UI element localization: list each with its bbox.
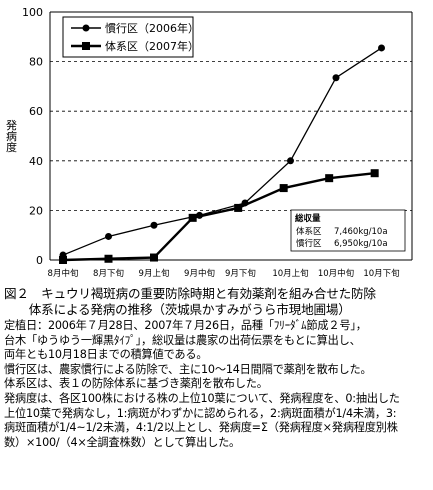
y-tick-label: 80 [29, 56, 43, 69]
x-tick-label: 9月中旬 [184, 268, 215, 279]
figure-note-line: 両年とも10月18日までの積算値である。 [4, 348, 208, 362]
yield-row-label: 体系区 [296, 226, 322, 237]
x-tick-labels: 8月中旬 8月下旬 9月上旬 9月中旬 9月下旬 10月上旬 10月中旬 10月下旬 [48, 268, 400, 279]
x-tick-label: 10月下旬 [363, 268, 399, 279]
series-line-1 [62, 47, 382, 256]
series-line-2 [62, 172, 375, 262]
x-tick-label: 10月中旬 [318, 268, 354, 279]
yield-row-value: 7,460kg/10a [334, 227, 388, 237]
figure-note-line: 慣行区は、農家慣行による防除で、主に10～14日間隔で薬剤を散布した。 [4, 362, 372, 376]
data-point [104, 254, 113, 263]
chart-legend: 慣行区（2006年） 体系区（2007年） [62, 16, 199, 58]
figure-title-line: 図２ キュウリ褐斑病の重要防除時期と有効薬剤を組み合せた防除 [4, 286, 376, 301]
figure-note-line: 定植日：2006年７月28日、2007年７月26日，品種「ﾌﾘｰﾀﾞﾑ節成２号」… [4, 319, 367, 332]
figure-note-line: 病斑面積が1/4~1/2未満，4:1/2以上とし、発病度=Σ（発病程度×発病程度… [4, 421, 398, 435]
yield-annotation-box [290, 209, 406, 252]
y-tick-label: 40 [29, 155, 43, 168]
data-point [150, 253, 158, 262]
x-tick-label: 9月上旬 [139, 268, 170, 279]
data-point [188, 213, 197, 222]
data-point [150, 221, 158, 229]
data-point [325, 174, 334, 183]
y-tick-label: 100 [22, 6, 43, 19]
chart-gridlines [50, 61, 412, 211]
yield-row-value: 6,950kg/10a [334, 239, 388, 249]
data-point [378, 44, 385, 52]
line-chart: 0 20 40 60 80 100 8月中旬 8月下旬 9月上旬 9月中旬 9月下旬 10月上旬 10… [5, 6, 413, 279]
yield-annotation-title: 総収量 [295, 213, 321, 224]
figure-note-line: 体系区は、表１の防除体系に基づき薬剤を散布した。 [4, 377, 268, 391]
x-tick-label: 10月上旬 [272, 268, 308, 279]
x-tick-label: 9月下旬 [225, 268, 256, 279]
figure-note-line: 上位10葉で発病なし，1:病斑がわずかに認められる，2:病斑面積が1/4未満，3… [4, 406, 397, 420]
data-point [287, 157, 294, 165]
data-point [279, 184, 288, 193]
figure-notes: 定植日：2006年７月28日、2007年７月26日，品種「ﾌﾘｰﾀﾞﾑ節成２号」… [4, 319, 430, 450]
yield-annotation: 総収量 体系区 7,460kg/10a 慣行区 6,950kg/10a [290, 209, 406, 252]
chart-series [59, 44, 385, 264]
legend-box [62, 16, 194, 58]
data-point [332, 74, 340, 82]
y-tick-label: 60 [29, 105, 43, 118]
y-tick-labels: 0 20 40 60 80 100 [22, 6, 43, 267]
figure-title-line: 体系による発病の推移（茨城県かすみがうら市現地圃場） [4, 302, 351, 317]
y-axis-label: 発病度 [5, 118, 18, 153]
legend-marker-series-1 [82, 24, 90, 32]
legend-label-series-1: 慣行区（2006年） [105, 21, 199, 35]
x-tick-label: 8月中旬 [48, 268, 79, 279]
data-point [234, 203, 243, 212]
y-tick-label: 0 [36, 254, 43, 267]
legend-label-series-2: 体系区（2007年） [105, 39, 199, 53]
yield-row-label: 慣行区 [296, 238, 322, 249]
data-point [59, 256, 67, 264]
x-tick-label: 8月下旬 [93, 268, 124, 279]
y-tick-label: 20 [29, 204, 43, 217]
legend-marker-series-2 [82, 42, 90, 50]
data-point [105, 232, 112, 240]
figure-note-line: 発病度は、各区100株における株の上位10葉について、発病程度を、0:抽出した [4, 391, 400, 405]
figure-title: 図２ キュウリ褐斑病の重要防除時期と有効薬剤を組み合せた防除 体系による発病の推… [4, 286, 430, 318]
data-point [370, 169, 379, 178]
figure-caption: 図２ キュウリ褐斑病の重要防除時期と有効薬剤を組み合せた防除 体系による発病の推… [4, 286, 430, 450]
figure-note-line: 数）×100/（4×全調査株数）として算出した。 [4, 435, 241, 449]
figure-note-line: 台木「ゆうゆう一輝黒ﾀｲﾌﾟ」，総収量は農家の出荷伝票をもとに算出し、 [4, 333, 361, 347]
